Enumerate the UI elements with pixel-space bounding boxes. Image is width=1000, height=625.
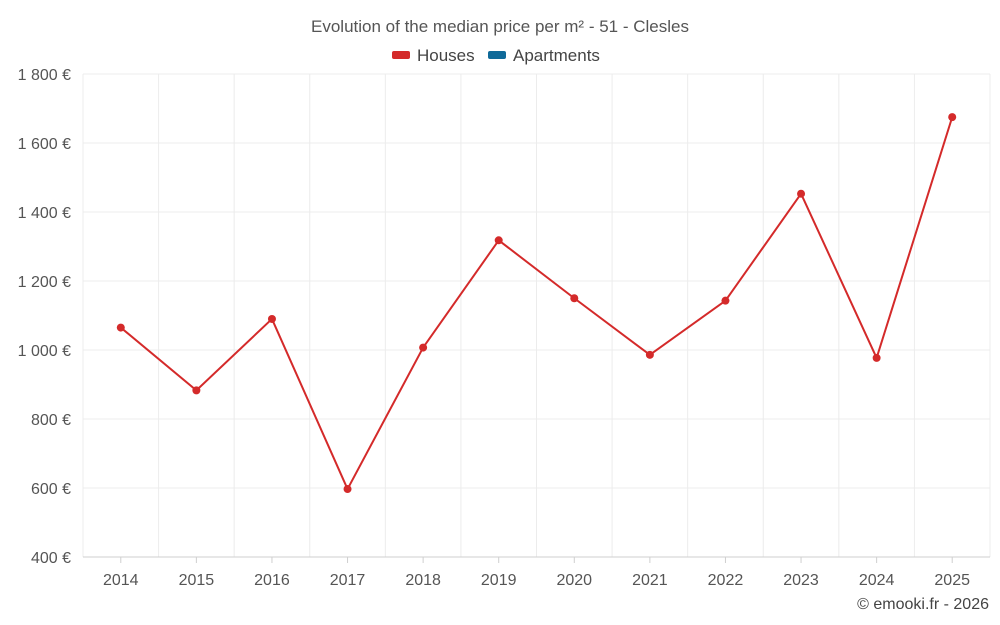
x-tick-label: 2022: [708, 572, 744, 589]
x-tick-label: 2019: [481, 572, 517, 589]
x-tick-label: 2015: [179, 572, 215, 589]
legend-swatch-apartments: [488, 51, 506, 59]
legend-swatch-houses: [392, 51, 410, 59]
data-point-houses[interactable]: [267, 314, 276, 323]
legend: Houses Apartments: [392, 46, 600, 65]
data-point-houses[interactable]: [494, 236, 503, 245]
x-tick-label: 2018: [405, 572, 441, 589]
data-point-houses[interactable]: [872, 353, 881, 362]
data-point-houses[interactable]: [570, 294, 579, 303]
y-tick-label: 1 600 €: [18, 136, 71, 153]
y-tick-label: 1 400 €: [18, 205, 71, 222]
legend-label-apartments: Apartments: [513, 46, 600, 65]
data-point-houses[interactable]: [343, 485, 352, 494]
legend-item-apartments[interactable]: Apartments: [488, 46, 600, 65]
series-line-houses: [120, 116, 954, 491]
series: [116, 113, 957, 494]
x-tick-label: 2024: [859, 572, 895, 589]
data-point-houses[interactable]: [948, 113, 957, 122]
y-tick-label: 1 800 €: [18, 67, 71, 84]
x-tick-label: 2023: [783, 572, 819, 589]
data-point-houses[interactable]: [419, 343, 428, 352]
credit-text: © emooki.fr - 2026: [857, 596, 989, 613]
y-tick-label: 1 200 €: [18, 274, 71, 291]
x-tick-label: 2016: [254, 572, 290, 589]
data-point-houses[interactable]: [116, 323, 125, 332]
y-tick-label: 1 000 €: [18, 343, 71, 360]
data-point-houses[interactable]: [721, 296, 730, 305]
y-tick-label: 600 €: [31, 481, 71, 498]
grid: [82, 73, 991, 557]
legend-item-houses[interactable]: Houses: [392, 46, 475, 65]
legend-label-houses: Houses: [417, 46, 475, 65]
x-tick-label: 2021: [632, 572, 668, 589]
x-tick-label: 2025: [934, 572, 970, 589]
y-tick-label: 800 €: [31, 412, 71, 429]
y-tick-label: 400 €: [31, 550, 71, 567]
data-point-houses[interactable]: [645, 350, 654, 359]
data-point-houses[interactable]: [192, 386, 201, 395]
x-tick-label: 2020: [556, 572, 592, 589]
axes: 400 € 600 € 800 € 1 000 € 1 200 € 1 400 € 1 60…: [18, 67, 990, 589]
data-point-houses[interactable]: [797, 189, 806, 198]
x-tick-label: 2014: [103, 572, 139, 589]
chart-title: Evolution of the median price per m² - 5…: [311, 17, 689, 36]
x-tick-label: 2017: [330, 572, 366, 589]
